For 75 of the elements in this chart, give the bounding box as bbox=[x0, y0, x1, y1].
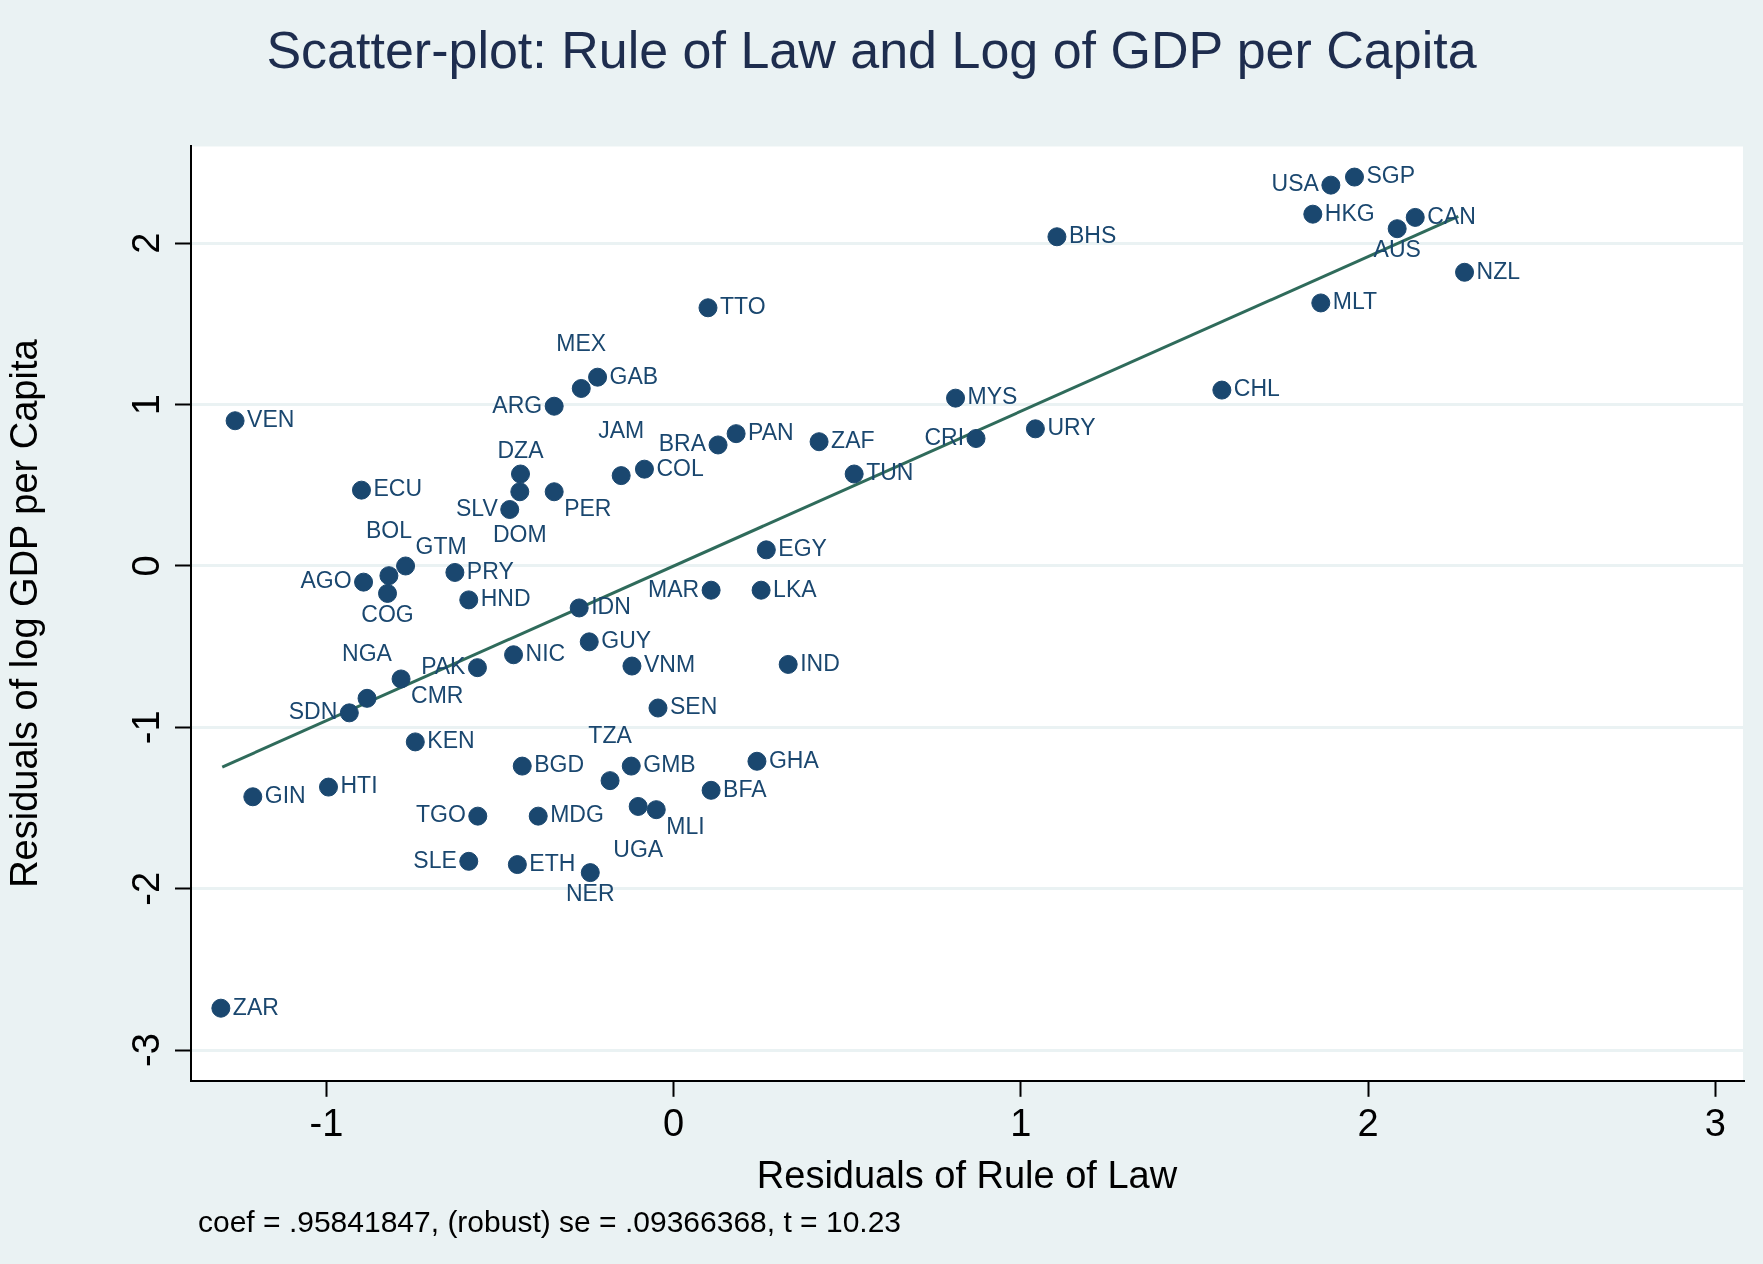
data-label: KEN bbox=[427, 727, 475, 754]
text: coef = .95841847, (robust) se = .09366368, t = 10.23 bbox=[198, 1205, 902, 1238]
data-label: MLT bbox=[1332, 288, 1378, 315]
y-tick-label: -2 bbox=[125, 871, 168, 906]
data-label: PRY bbox=[466, 557, 514, 584]
data-label: ZAF bbox=[831, 427, 875, 454]
data-label: DOM bbox=[492, 521, 547, 548]
data-label: HTI bbox=[340, 772, 378, 799]
data-label: GIN bbox=[264, 782, 306, 809]
data-label: USA bbox=[1271, 170, 1320, 197]
data-label: GHA bbox=[768, 746, 820, 773]
y-tick-label: 0 bbox=[125, 555, 168, 577]
data-label: SLV bbox=[455, 494, 499, 521]
data-label: EGY bbox=[778, 535, 827, 562]
y-tick-label: 2 bbox=[125, 232, 168, 254]
data-label: BFA bbox=[723, 775, 768, 802]
y-tick-label: -1 bbox=[125, 710, 168, 745]
data-label: UGA bbox=[613, 835, 664, 862]
data-label: SGP bbox=[1366, 162, 1416, 189]
data-label: GUY bbox=[601, 627, 652, 654]
data-label: PER bbox=[564, 495, 612, 522]
data-label: MAR bbox=[648, 575, 700, 602]
data-label: PAN bbox=[748, 419, 794, 445]
data-label: URY bbox=[1047, 414, 1096, 441]
data-label: ARG bbox=[492, 391, 543, 418]
data-label: TGO bbox=[415, 801, 466, 828]
data-label: MYS bbox=[967, 383, 1018, 410]
data-label: IND bbox=[800, 649, 840, 676]
data-label: MLI bbox=[666, 813, 705, 840]
x-tick-label: 1 bbox=[1010, 1102, 1032, 1145]
x-tick-label: 3 bbox=[1704, 1102, 1726, 1145]
data-label: TZA bbox=[588, 721, 633, 748]
data-label: CHL bbox=[1233, 375, 1281, 402]
data-label: NER bbox=[566, 879, 615, 906]
chart-title: Scatter-plot: Rule of Law and Log of GDP per Capita bbox=[266, 20, 1477, 79]
data-label: GMB bbox=[643, 751, 696, 778]
y-tick-label: 1 bbox=[125, 394, 168, 416]
data-label: VNM bbox=[643, 651, 696, 678]
data-label: COL bbox=[656, 454, 704, 481]
data-label: BRA bbox=[658, 430, 707, 457]
data-label: BHS bbox=[1068, 222, 1117, 249]
data-label: NGA bbox=[342, 639, 393, 666]
data-label: SDN bbox=[288, 698, 338, 725]
data-label: CMR bbox=[411, 682, 464, 709]
y-axis-title: Residuals of log GDP per Capita bbox=[3, 338, 46, 888]
data-label: DZA bbox=[497, 437, 545, 464]
data-label: SLE bbox=[413, 846, 457, 873]
data-label: NIC bbox=[525, 640, 566, 667]
data-label: BOL bbox=[365, 517, 413, 544]
data-label: GAB bbox=[609, 362, 659, 389]
y-tick-label: -3 bbox=[125, 1033, 168, 1068]
data-label: LKA bbox=[773, 575, 818, 602]
x-tick-label: -1 bbox=[309, 1102, 344, 1145]
data-label: COG bbox=[361, 600, 414, 627]
data-label: HND bbox=[480, 585, 531, 612]
data-label: HKG bbox=[1324, 199, 1375, 226]
data-label: CRI bbox=[924, 423, 965, 450]
x-axis-title: Residuals of Rule of Law bbox=[756, 1153, 1178, 1196]
data-label: ETH bbox=[529, 849, 576, 876]
data-label: MEX bbox=[556, 329, 607, 356]
data-label: TTO bbox=[719, 293, 766, 320]
data-label: GTM bbox=[415, 533, 467, 560]
x-tick-label: 0 bbox=[663, 1102, 685, 1145]
data-label: MDG bbox=[550, 801, 604, 828]
x-tick-label: 2 bbox=[1357, 1102, 1379, 1145]
data-label: SEN bbox=[669, 693, 718, 720]
data-label: BGD bbox=[534, 751, 585, 778]
data-label: NZL bbox=[1476, 257, 1521, 284]
data-label: ECU bbox=[373, 475, 423, 502]
data-label: AGO bbox=[300, 567, 352, 594]
data-label: JAM bbox=[598, 416, 645, 443]
data-label: IDN bbox=[591, 593, 631, 620]
data-label: CAN bbox=[1427, 202, 1476, 229]
data-label: ZAR bbox=[232, 993, 279, 1020]
data-label: VEN bbox=[247, 406, 295, 433]
